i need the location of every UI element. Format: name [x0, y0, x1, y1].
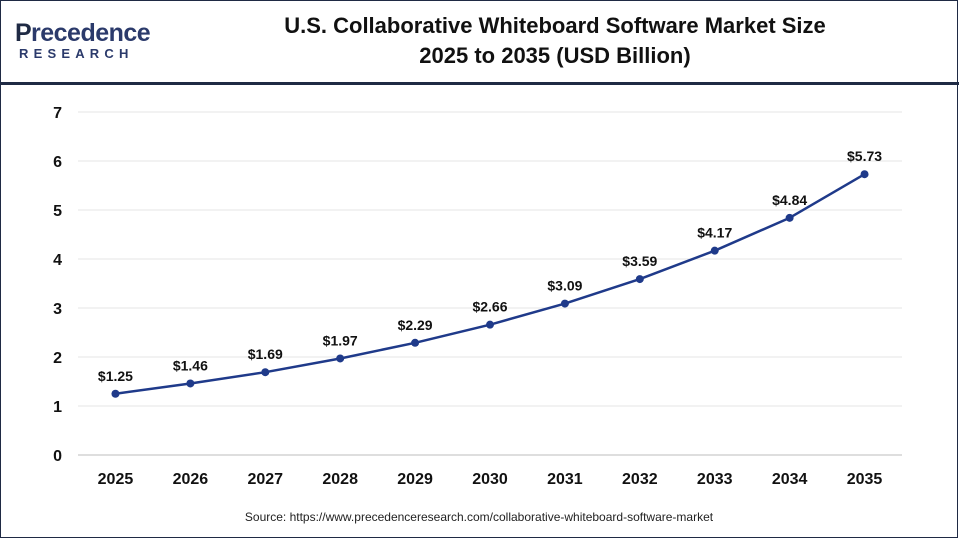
- data-label: $5.73: [847, 148, 882, 164]
- data-label: $2.29: [398, 317, 433, 333]
- logo: P recedence RESEARCH: [15, 19, 165, 67]
- x-tick-label: 2028: [322, 471, 358, 488]
- x-tick-label: 2031: [547, 471, 583, 488]
- data-point: [635, 275, 644, 284]
- logo-letter: P: [15, 19, 32, 47]
- source-note: Source: https://www.precedenceresearch.c…: [244, 510, 714, 524]
- chart-title-line1: U.S. Collaborative Whiteboard Software M…: [284, 13, 826, 38]
- data-label: $2.66: [472, 299, 507, 315]
- data-point: [186, 379, 195, 388]
- logo-wordmark: recedence: [31, 19, 151, 47]
- logo-subtitle: RESEARCH: [19, 46, 134, 61]
- data-point: [486, 320, 494, 329]
- data-point: [560, 299, 569, 308]
- data-point: [411, 338, 420, 347]
- data-label: $1.69: [248, 346, 283, 362]
- data-point: [336, 354, 345, 363]
- y-tick-label: 3: [53, 301, 62, 318]
- data-label: $4.17: [697, 225, 732, 241]
- data-point: [261, 368, 270, 377]
- data-point: [860, 170, 869, 179]
- x-tick-label: 2035: [847, 471, 883, 488]
- chart-title-line2: 2025 to 2035 (USD Billion): [419, 43, 691, 68]
- line-chart: 0 1 2 3 4 5 6 7 2025 2026 2027 2028 2029 2030 2031 2032…: [53, 105, 902, 488]
- data-label: $1.97: [323, 332, 358, 348]
- y-tick-label: 6: [53, 154, 62, 171]
- chart-title: U.S. Collaborative Whiteboard Software M…: [171, 11, 939, 71]
- x-tick-label: 2034: [772, 471, 808, 488]
- y-tick-label: 2: [53, 350, 62, 367]
- y-tick-label: 0: [53, 448, 62, 465]
- data-label: $1.25: [98, 368, 133, 384]
- y-tick-label: 7: [53, 105, 62, 122]
- data-label: $1.46: [173, 357, 208, 373]
- data-label: $3.09: [547, 278, 582, 294]
- y-tick-label: 4: [53, 252, 62, 269]
- x-tick-label: 2025: [98, 471, 134, 488]
- x-tick-label: 2030: [472, 471, 508, 488]
- data-label: $3.59: [622, 253, 657, 269]
- x-tick-label: 2033: [697, 471, 733, 488]
- y-tick-label: 5: [53, 203, 62, 220]
- data-point: [111, 389, 120, 398]
- data-point: [785, 213, 794, 222]
- series-line: [114, 172, 866, 395]
- x-tick-label: 2027: [247, 471, 283, 488]
- data-label: $4.84: [772, 192, 807, 208]
- y-tick-label: 1: [53, 399, 62, 416]
- x-tick-label: 2032: [622, 471, 658, 488]
- data-point: [710, 246, 719, 255]
- header: P recedence RESEARCH U.S. Collaborative …: [1, 1, 959, 85]
- x-tick-label: 2026: [173, 471, 209, 488]
- x-tick-label: 2029: [397, 471, 433, 488]
